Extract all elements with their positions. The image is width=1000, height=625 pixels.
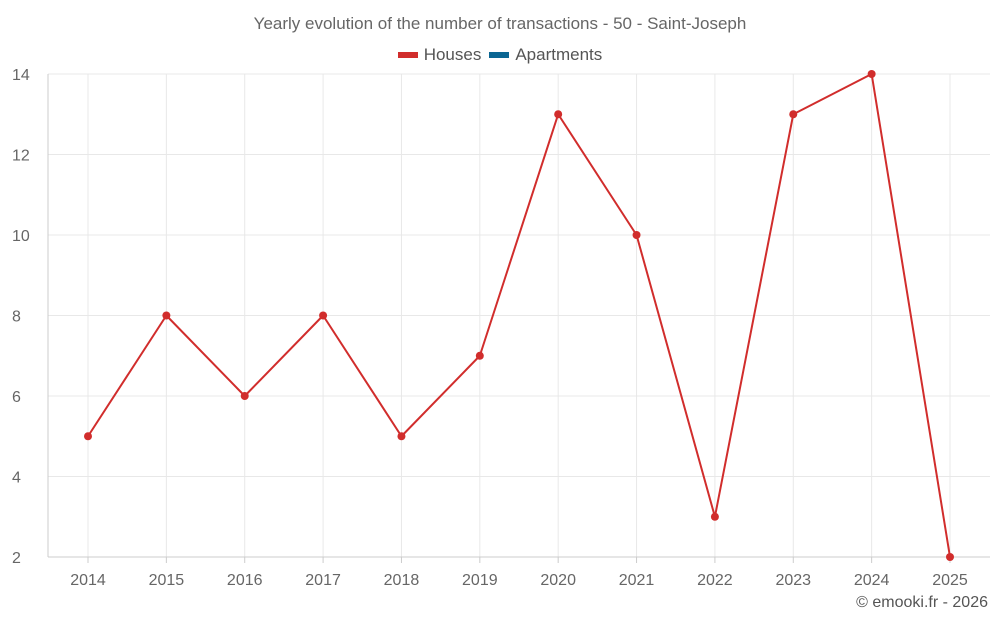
x-tick-label: 2019 bbox=[462, 572, 498, 589]
legend-swatch-apartments bbox=[489, 52, 510, 58]
credit-text: © emooki.fr - 2026 bbox=[856, 594, 988, 611]
data-point-houses-2021[interactable] bbox=[632, 231, 641, 239]
data-point-houses-2015[interactable] bbox=[162, 311, 171, 320]
axes: 2 4 6 8 10 12 14 2014 2015 2016 2017 2018 2019 2020 20… bbox=[12, 67, 990, 589]
legend-label-houses: Houses bbox=[423, 45, 482, 64]
y-tick-label: 4 bbox=[12, 470, 21, 487]
series-line-houses bbox=[87, 73, 951, 558]
legend-swatch-houses bbox=[397, 52, 418, 58]
data-point-houses-2017[interactable] bbox=[319, 311, 328, 320]
x-tick-label: 2015 bbox=[149, 572, 185, 589]
data-point-houses-2019[interactable] bbox=[475, 351, 484, 360]
data-point-houses-2024[interactable] bbox=[867, 70, 876, 78]
x-tick-label: 2021 bbox=[619, 572, 655, 589]
legend-label-apartments: Apartments bbox=[515, 45, 603, 64]
legend-item-apartments[interactable]: Apartments bbox=[489, 45, 602, 65]
data-point-houses-2023[interactable] bbox=[789, 110, 798, 119]
data-point-houses-2025[interactable] bbox=[946, 553, 954, 561]
y-tick-label: 6 bbox=[12, 389, 21, 406]
chart-title: Yearly evolution of the number of transa… bbox=[253, 14, 747, 33]
series bbox=[84, 70, 954, 561]
y-tick-label: 10 bbox=[12, 228, 30, 245]
x-tick-label: 2018 bbox=[384, 572, 420, 589]
y-tick-label: 14 bbox=[12, 67, 30, 84]
x-tick-label: 2024 bbox=[854, 572, 890, 589]
x-tick-label: 2016 bbox=[227, 572, 263, 589]
x-tick-label: 2025 bbox=[932, 572, 968, 589]
x-tick-label: 2022 bbox=[697, 572, 733, 589]
data-point-houses-2018[interactable] bbox=[397, 432, 406, 441]
data-point-houses-2014[interactable] bbox=[84, 432, 92, 441]
y-tick-label: 12 bbox=[12, 148, 30, 165]
legend: Houses Apartments bbox=[0, 45, 1000, 65]
data-point-houses-2022[interactable] bbox=[710, 512, 719, 521]
x-tick-label: 2020 bbox=[540, 572, 576, 589]
y-tick-label: 2 bbox=[12, 550, 21, 567]
x-tick-label: 2017 bbox=[305, 572, 341, 589]
y-tick-label: 8 bbox=[12, 309, 21, 326]
legend-item-houses[interactable]: Houses bbox=[397, 45, 482, 65]
data-point-houses-2020[interactable] bbox=[554, 110, 563, 119]
data-point-houses-2016[interactable] bbox=[240, 392, 249, 400]
grid bbox=[48, 73, 990, 558]
x-tick-label: 2014 bbox=[70, 572, 106, 589]
x-tick-label: 2023 bbox=[775, 572, 811, 589]
